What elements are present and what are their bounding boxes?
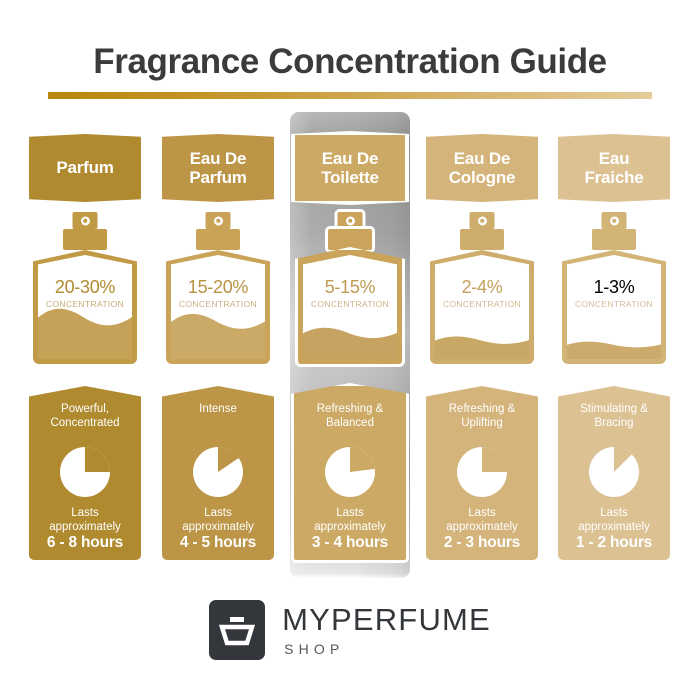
brand-text: MYPERFUME SHOP (282, 604, 491, 656)
bottle-collar (460, 229, 504, 250)
fragrance-column-eau-de-parfum: Eau De Parfum 15-20% CONCENTRATION Intense La… (158, 0, 278, 700)
title-divider (48, 92, 652, 99)
fragrance-column-parfum: Parfum 20-30% CONCENTRATION Powerful, Concen… (25, 0, 145, 700)
longevity-card-4[interactable]: Refreshing & Uplifting Lasts approximately 2… (426, 386, 538, 560)
longevity-pie-chart (192, 446, 244, 498)
lasts-label: Lasts approximately (49, 507, 121, 534)
fragrance-column-eau-de-cologne: Eau De Cologne 2-4% CONCENTRATION Refreshing… (422, 0, 542, 700)
descriptor-text: Powerful, Concentrated (50, 403, 120, 430)
bottle-body: 20-30% CONCENTRATION (33, 250, 137, 364)
category-header-wrap: Eau De Parfum (158, 134, 278, 202)
brand-footer: MYPERFUME SHOP (0, 600, 700, 660)
bottle-illustration: 20-30% CONCENTRATION (25, 212, 145, 364)
descriptor-text: Stimulating & Bracing (580, 403, 648, 430)
descriptor-text: Intense (199, 403, 237, 415)
bottle-liquid-level (171, 307, 265, 359)
sprayer-cap-icon (205, 212, 231, 229)
longevity-hours: 4 - 5 hours (179, 534, 257, 551)
category-label: Eau De Parfum (189, 148, 247, 187)
concentration-value: 1-3% (593, 277, 635, 297)
category-header-1[interactable]: Parfum (29, 134, 141, 202)
concentration-value: 20-30% (54, 277, 116, 297)
lasts-label: Lasts approximately (578, 507, 650, 534)
sprayer-cap-icon (72, 212, 98, 229)
bottle-glass: 1-3% CONCENTRATION (567, 255, 661, 359)
longevity-pie-chart (588, 446, 640, 498)
sprayer-nozzle-icon (80, 216, 90, 225)
category-header-wrap: Eau De Toilette (290, 131, 410, 205)
bottle-collar (592, 229, 636, 250)
sprayer-nozzle-icon (477, 216, 487, 225)
brand-subtitle: SHOP (284, 641, 345, 657)
bottle-liquid-level (38, 301, 132, 359)
category-header-2[interactable]: Eau De Parfum (162, 134, 274, 202)
bottle-glass: 20-30% CONCENTRATION (38, 255, 132, 359)
bottle-liquid-level (435, 333, 529, 359)
category-label: Eau Fraiche (584, 148, 644, 187)
category-label: Eau De Toilette (321, 148, 379, 187)
bottle-body: 15-20% CONCENTRATION (166, 250, 270, 364)
longevity-pie-chart (59, 446, 111, 498)
bottle-collar (325, 226, 375, 253)
perfume-bottle-icon (209, 600, 266, 660)
concentration-value: 5-15% (324, 277, 376, 297)
descriptor-text: Refreshing & Uplifting (448, 403, 516, 430)
lasts-label: Lasts approximately (446, 507, 518, 534)
lasts-label: Lasts approximately (314, 507, 386, 534)
concentration-caption: CONCENTRATION (574, 299, 654, 309)
category-header-wrap: Eau Fraiche (554, 134, 674, 202)
bottle-glass: 2-4% CONCENTRATION (435, 255, 529, 359)
longevity-hours: 2 - 3 hours (443, 534, 521, 551)
sprayer-cap-icon (469, 212, 495, 229)
category-header-5[interactable]: Eau Fraiche (558, 134, 670, 202)
brand-name: MYPERFUME (282, 602, 491, 637)
page-title: Fragrance Concentration Guide (93, 42, 607, 81)
longevity-card-2[interactable]: Intense Lasts approximately 4 - 5 hours (162, 386, 274, 560)
bottle-glass: 15-20% CONCENTRATION (171, 255, 265, 359)
longevity-hours: 1 - 2 hours (575, 534, 653, 551)
bottle-glass: 5-15% CONCENTRATION (303, 255, 397, 359)
sprayer-cap-icon (601, 212, 627, 229)
bottle-illustration: 2-4% CONCENTRATION (422, 212, 542, 364)
bottle-body: 5-15% CONCENTRATION (295, 247, 405, 367)
category-label: Parfum (56, 158, 114, 178)
category-header-3[interactable]: Eau De Toilette (291, 131, 409, 205)
bottle-illustration: 15-20% CONCENTRATION (158, 212, 278, 364)
sprayer-nozzle-icon (213, 216, 223, 225)
longevity-hours: 6 - 8 hours (46, 534, 124, 551)
category-label: Eau De Cologne (448, 148, 516, 187)
longevity-card-5[interactable]: Stimulating & Bracing Lasts approximately 1 … (558, 386, 670, 560)
concentration-caption: CONCENTRATION (442, 299, 522, 309)
concentration-value: 2-4% (461, 277, 503, 297)
concentration-caption: CONCENTRATION (45, 299, 125, 309)
concentration-caption: CONCENTRATION (310, 299, 390, 309)
bottle-liquid-level (303, 323, 397, 359)
bottle-collar (63, 229, 107, 250)
bottle-body: 2-4% CONCENTRATION (430, 250, 534, 364)
fragrance-column-eau-fraiche: Eau Fraiche 1-3% CONCENTRATION Stimulating &… (554, 0, 674, 700)
lasts-label: Lasts approximately (182, 507, 254, 534)
bottle-illustration: 5-15% CONCENTRATION (290, 209, 410, 367)
longevity-pie-chart (324, 446, 376, 498)
bottle-illustration: 1-3% CONCENTRATION (554, 212, 674, 364)
concentration-value: 15-20% (187, 277, 249, 297)
bottle-liquid-level (567, 339, 661, 359)
category-header-wrap: Eau De Cologne (422, 134, 542, 202)
longevity-hours: 3 - 4 hours (311, 534, 389, 551)
sprayer-nozzle-icon (345, 216, 355, 225)
fragrance-column-eau-de-toilette: Eau De Toilette 5-15% CONCENTRATION Refreshi… (290, 0, 410, 700)
bottle-collar (196, 229, 240, 250)
category-header-wrap: Parfum (25, 134, 145, 202)
longevity-pie-chart (456, 446, 508, 498)
sprayer-cap-icon (334, 209, 366, 232)
descriptor-text: Refreshing & Balanced (316, 403, 384, 430)
concentration-caption: CONCENTRATION (178, 299, 258, 309)
bottle-body: 1-3% CONCENTRATION (562, 250, 666, 364)
longevity-card-3[interactable]: Refreshing & Balanced Lasts approximately 3 … (291, 383, 409, 563)
sprayer-nozzle-icon (609, 216, 619, 225)
longevity-card-1[interactable]: Powerful, Concentrated Lasts approximately 6… (29, 386, 141, 560)
category-header-4[interactable]: Eau De Cologne (426, 134, 538, 202)
